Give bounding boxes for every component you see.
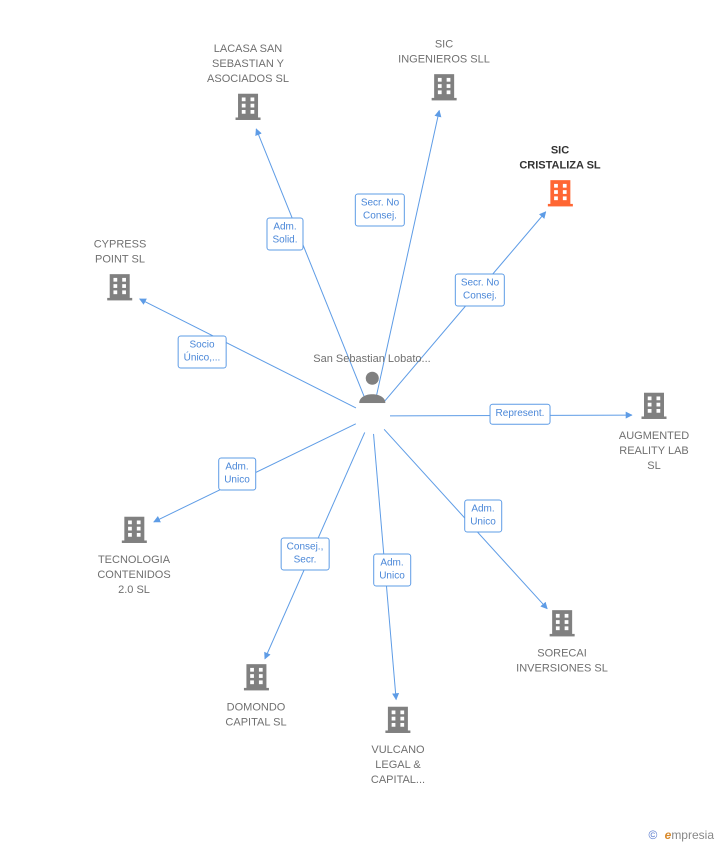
- company-label: VULCANO LEGAL & CAPITAL...: [371, 743, 425, 788]
- company-node[interactable]: SORECAI INVERSIONES SL: [516, 604, 608, 677]
- building-icon: [371, 704, 425, 739]
- company-node[interactable]: TECNOLOGIA CONTENIDOS 2.0 SL: [97, 510, 170, 598]
- edge-label: Socio Único,...: [178, 336, 227, 369]
- brand-rest: mpresia: [671, 828, 714, 842]
- company-node[interactable]: AUGMENTED REALITY LAB SL: [617, 386, 691, 474]
- company-label: AUGMENTED REALITY LAB SL: [617, 429, 691, 474]
- copyright-symbol: ©: [648, 828, 657, 842]
- edge-label: Adm. Unico: [464, 500, 502, 533]
- company-label: TECNOLOGIA CONTENIDOS 2.0 SL: [97, 553, 170, 598]
- building-icon: [519, 177, 600, 212]
- edge-label: Represent.: [490, 404, 551, 425]
- company-node[interactable]: VULCANO LEGAL & CAPITAL...: [371, 700, 425, 788]
- company-label: SIC CRISTALIZA SL: [519, 144, 600, 174]
- center-label: San Sebastian Lobato...: [313, 352, 430, 367]
- edge-label: Adm. Unico: [218, 458, 256, 491]
- company-node[interactable]: LACASA SAN SEBASTIAN Y ASOCIADOS SL: [207, 42, 289, 130]
- company-node[interactable]: SIC CRISTALIZA SL: [519, 144, 600, 217]
- building-icon: [225, 662, 286, 697]
- person-icon: [313, 369, 430, 408]
- company-node[interactable]: DOMONDO CAPITAL SL: [225, 658, 286, 731]
- company-node[interactable]: CYPRESS POINT SL: [94, 238, 147, 311]
- company-label: DOMONDO CAPITAL SL: [225, 701, 286, 731]
- building-icon: [617, 390, 691, 425]
- company-label: LACASA SAN SEBASTIAN Y ASOCIADOS SL: [207, 42, 289, 87]
- building-icon: [94, 271, 147, 306]
- company-label: SIC INGENIEROS SLL: [398, 38, 490, 68]
- footer-brand: © empresia: [648, 828, 714, 842]
- center-person-node[interactable]: San Sebastian Lobato...: [313, 352, 430, 408]
- building-icon: [207, 91, 289, 126]
- company-label: CYPRESS POINT SL: [94, 238, 147, 268]
- company-node[interactable]: SIC INGENIEROS SLL: [398, 38, 490, 111]
- edge-label: Secr. No Consej.: [455, 274, 505, 307]
- edge-label: Adm. Unico: [373, 554, 411, 587]
- building-icon: [516, 608, 608, 643]
- edge-label: Secr. No Consej.: [355, 194, 405, 227]
- building-icon: [97, 514, 170, 549]
- company-label: SORECAI INVERSIONES SL: [516, 647, 608, 677]
- building-icon: [398, 71, 490, 106]
- edge-label: Consej., Secr.: [281, 538, 330, 571]
- edge-label: Adm. Solid.: [266, 218, 303, 251]
